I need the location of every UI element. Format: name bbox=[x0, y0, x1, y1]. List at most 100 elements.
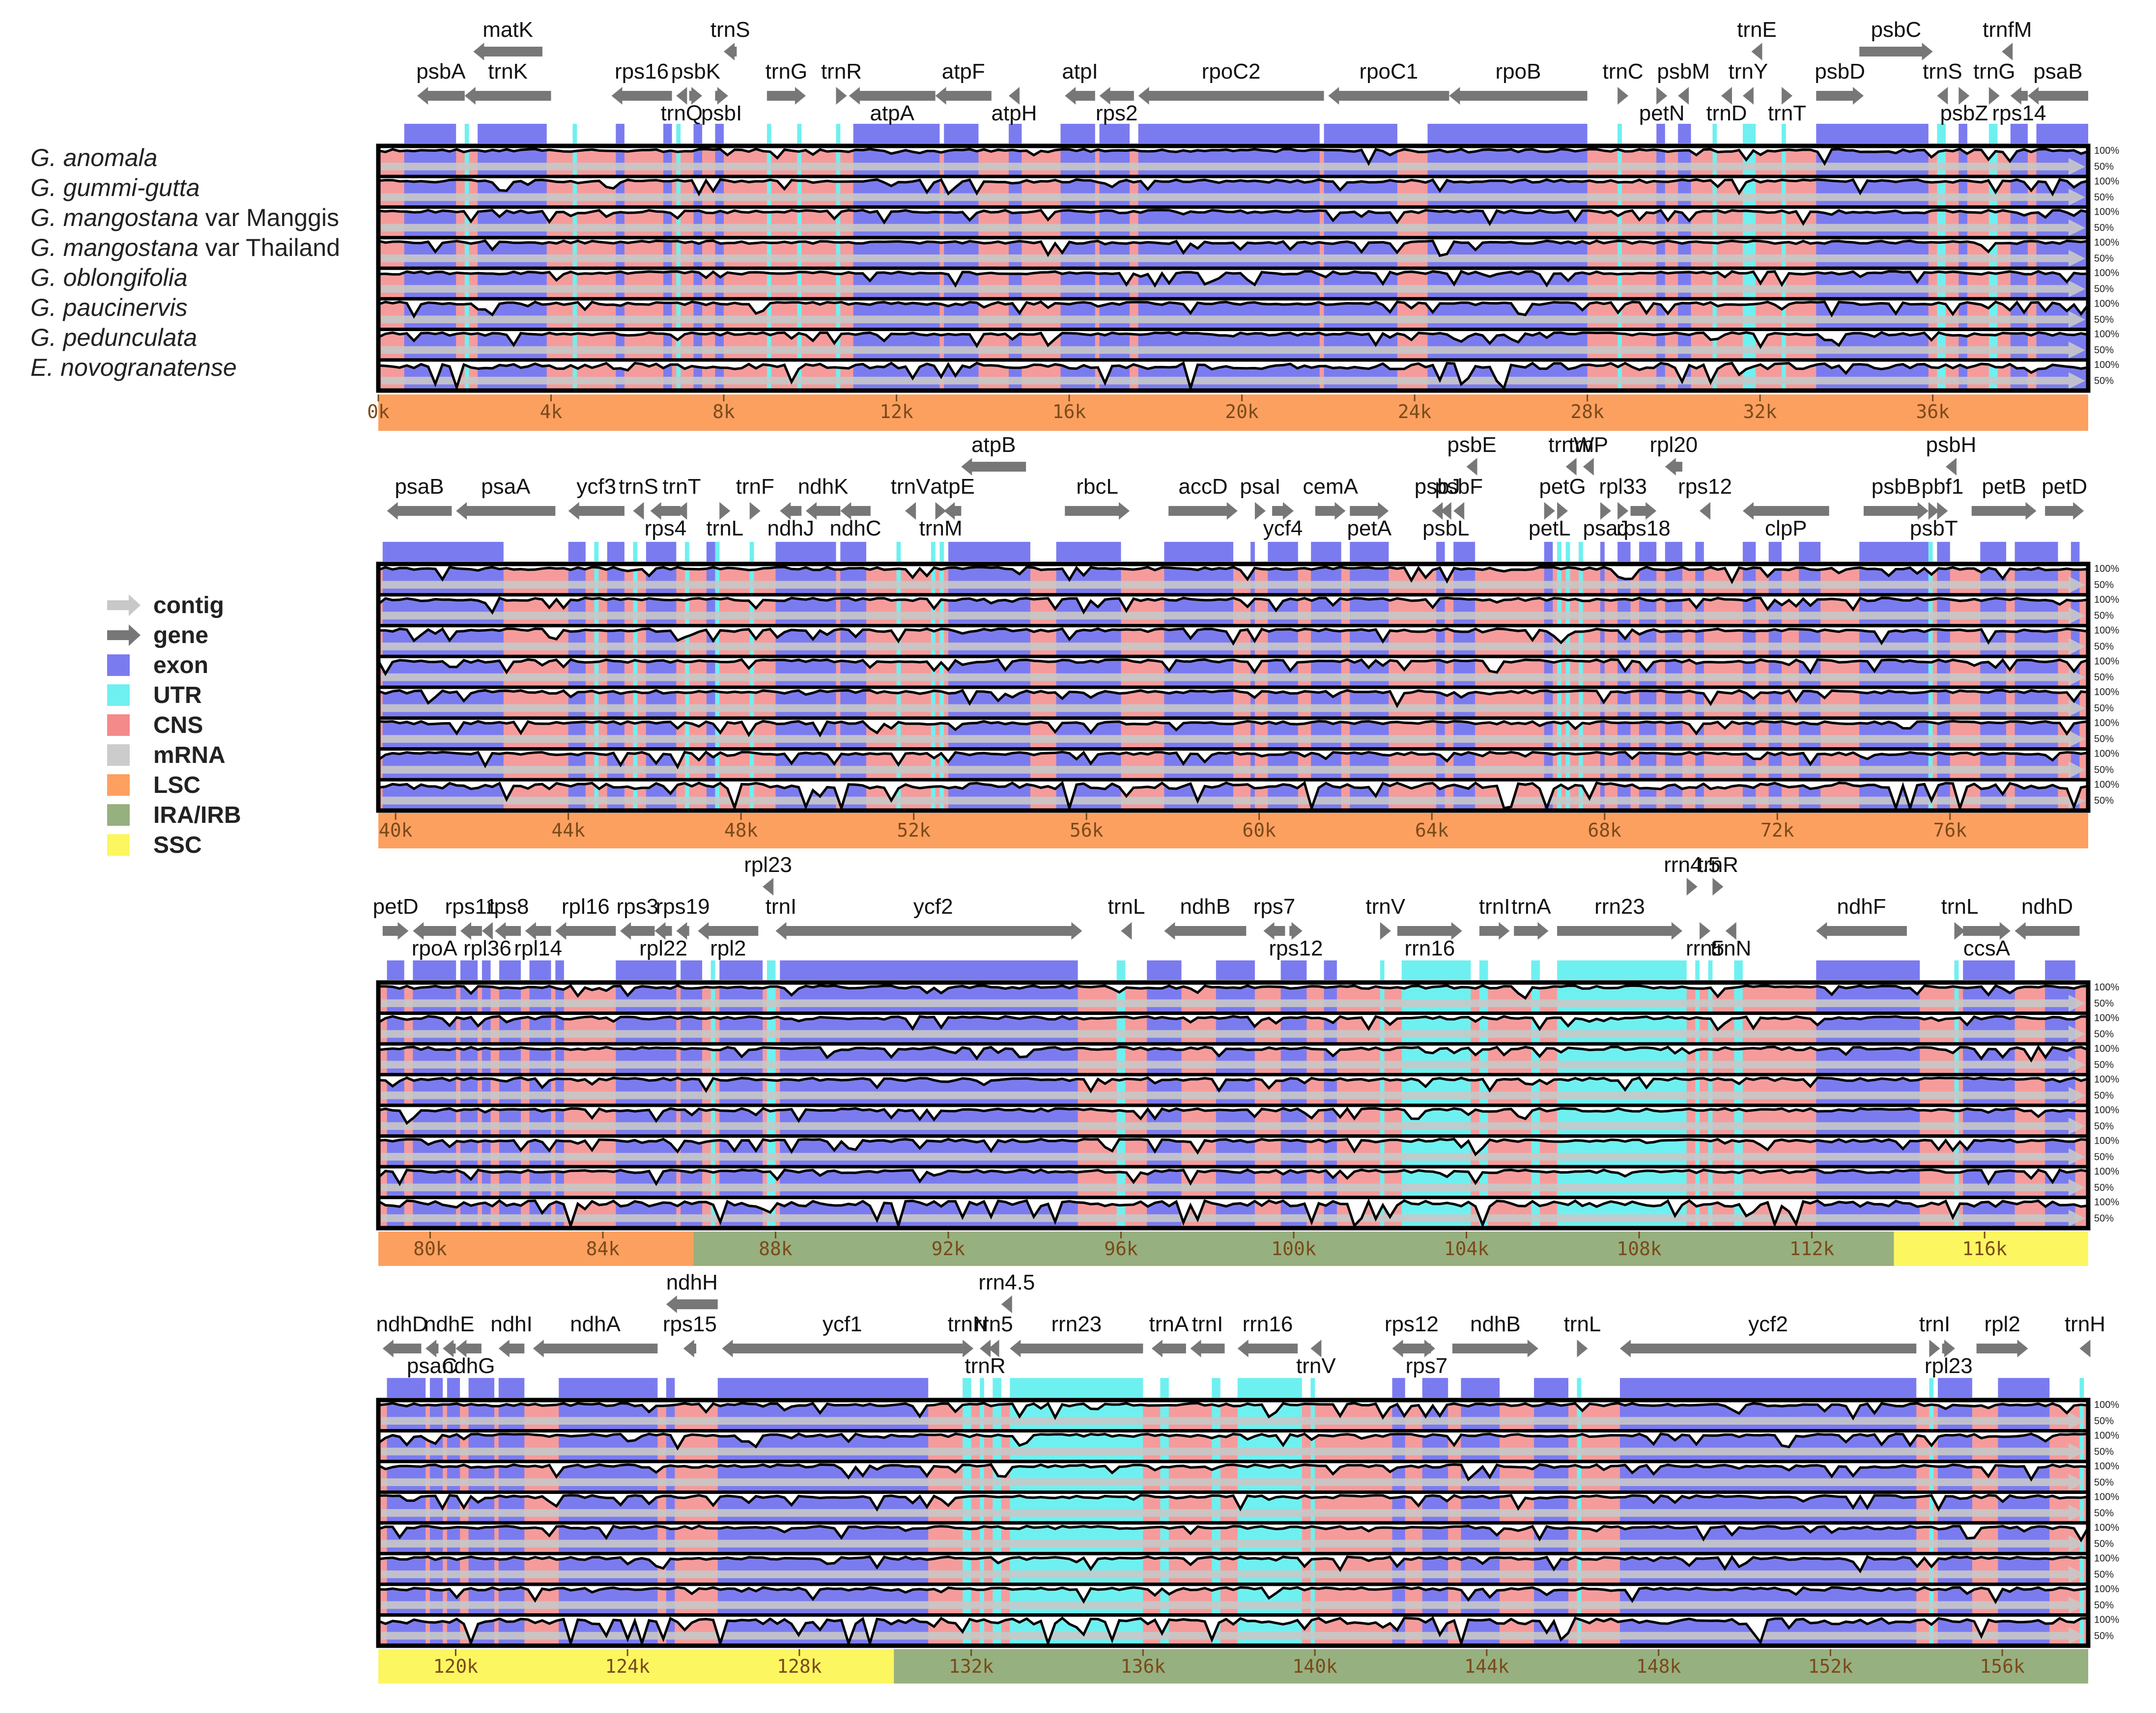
gene-arrow bbox=[666, 1295, 718, 1313]
contig-arrow bbox=[381, 730, 2085, 748]
gene-arrow bbox=[443, 1340, 456, 1357]
identity-curve bbox=[378, 627, 2089, 646]
gene-arrow bbox=[1190, 1340, 1225, 1357]
axis-tick-label: 128k bbox=[777, 1656, 822, 1677]
species-label: E. novogranatense bbox=[30, 354, 237, 381]
gene-arrow bbox=[525, 922, 551, 940]
gene-label: psbB bbox=[1872, 475, 1921, 499]
identity-tick-label: 50% bbox=[2094, 611, 2114, 621]
gene-label: rrn4.5 bbox=[1664, 853, 1720, 877]
gene-arrow bbox=[2079, 1340, 2091, 1357]
exon-annotation bbox=[719, 960, 763, 980]
identity-curve bbox=[378, 565, 2089, 585]
gene-label: rbcL bbox=[1076, 475, 1118, 499]
exon-annotation bbox=[1324, 960, 1337, 980]
gene-arrow bbox=[1617, 87, 1629, 105]
utr-annotation bbox=[1212, 1378, 1220, 1398]
gene-arrow bbox=[840, 502, 871, 520]
identity-tick-label: 100% bbox=[2094, 1461, 2119, 1472]
exon-annotation bbox=[1216, 960, 1255, 980]
gene-label: trnT bbox=[1768, 101, 1806, 125]
axis-tick-label: 136k bbox=[1121, 1656, 1166, 1677]
gene-arrow bbox=[1263, 922, 1285, 940]
gene-arrow bbox=[1929, 1340, 1940, 1357]
contig-arrow bbox=[381, 1474, 2085, 1491]
utr-annotation bbox=[749, 542, 754, 562]
gene-label: psbM bbox=[1657, 59, 1710, 84]
gene-label: trnN bbox=[1710, 936, 1751, 960]
gene-label: trnV bbox=[891, 475, 931, 499]
gene-arrow bbox=[1937, 87, 1948, 105]
irb-legend-label: IRA/IRB bbox=[153, 802, 241, 828]
identity-tick-label: 50% bbox=[2094, 1600, 2114, 1611]
species-label: G. oblongifolia bbox=[30, 264, 188, 291]
species-label: G. gummi-gutta bbox=[30, 174, 200, 201]
gene-label: rpl20 bbox=[1649, 433, 1698, 457]
gene-arrow bbox=[905, 502, 916, 520]
exon-annotation bbox=[944, 124, 979, 143]
gene-arrow bbox=[2002, 43, 2013, 60]
exon-annotation bbox=[1280, 960, 1307, 980]
utr-annotation bbox=[594, 542, 599, 562]
exon-annotation bbox=[948, 542, 1030, 562]
exon-annotation bbox=[717, 1378, 929, 1398]
identity-curve bbox=[377, 596, 2089, 615]
gene-label: trnY bbox=[1729, 59, 1768, 84]
identity-tick-label: 50% bbox=[2094, 1569, 2114, 1580]
utr-annotation bbox=[1531, 960, 1540, 980]
unconserved-fill bbox=[378, 687, 2088, 706]
gene-label: psaI bbox=[1240, 475, 1280, 499]
contig-arrow bbox=[381, 1627, 2085, 1644]
axis-tick-label: 8k bbox=[712, 401, 735, 422]
gene-arrow bbox=[1479, 922, 1510, 940]
identity-curve bbox=[378, 720, 2089, 738]
gene-arrow bbox=[1310, 1340, 1322, 1357]
gene-legend-label: gene bbox=[153, 622, 208, 648]
gene-label: psaC bbox=[407, 1354, 457, 1378]
axis-tick-label: 120k bbox=[433, 1656, 479, 1677]
exon-annotation bbox=[1937, 1378, 1972, 1398]
exon-annotation bbox=[1816, 960, 1920, 980]
identity-tick-label: 100% bbox=[2094, 1013, 2119, 1024]
exon-annotation bbox=[404, 124, 456, 143]
gene-arrow bbox=[849, 87, 936, 105]
gene-label: trnT bbox=[662, 475, 701, 499]
gene-label: rpl23 bbox=[1925, 1354, 1973, 1378]
gene-arrow bbox=[722, 1340, 963, 1357]
gene-arrow bbox=[1328, 87, 1449, 105]
gene-label: psaB bbox=[2033, 59, 2082, 84]
gene-arrow bbox=[1380, 922, 1391, 940]
gene-label: trnR bbox=[1698, 853, 1738, 877]
region-bar: 80k 84k 88k 92k 96k 100k 104k 108k 112k 116k bbox=[378, 1232, 2088, 1266]
identity-tick-label: 50% bbox=[2094, 1029, 2114, 1039]
gene-label: trnK bbox=[488, 59, 528, 84]
gene-label: psaA bbox=[481, 475, 531, 499]
exon-annotation bbox=[1980, 542, 2007, 562]
contig-arrow bbox=[381, 669, 2085, 686]
contig-arrow bbox=[381, 280, 2085, 298]
identity-curve bbox=[378, 1402, 2089, 1421]
gene-arrow bbox=[724, 43, 737, 60]
gene-arrow bbox=[1397, 922, 1462, 940]
exon-annotation bbox=[1268, 542, 1298, 562]
unconserved-fill bbox=[378, 718, 2088, 735]
utr-annotation bbox=[1116, 960, 1126, 980]
exon-annotation bbox=[2036, 124, 2088, 143]
gene-label: rps4 bbox=[645, 516, 687, 540]
gene-arrow bbox=[1453, 502, 1465, 520]
gene-label: psbC bbox=[1871, 18, 1922, 42]
contig-arrow bbox=[381, 1535, 2085, 1552]
gene-arrow bbox=[1816, 87, 1864, 105]
contig-arrow bbox=[381, 1412, 2085, 1430]
exon-annotation bbox=[482, 960, 491, 980]
gene-label: psbI bbox=[701, 101, 742, 125]
axis-tick-label: 108k bbox=[1617, 1238, 1662, 1260]
gene-label: atpE bbox=[931, 475, 975, 499]
gene-arrow bbox=[676, 922, 689, 940]
identity-tick-label: 50% bbox=[2094, 580, 2114, 590]
legend: contig gene exon UTR CNS mRNA LSC IRA/IRB SSC bbox=[107, 592, 241, 858]
gene-arrow bbox=[1751, 43, 1762, 60]
axis-tick-label: 32k bbox=[1743, 401, 1777, 422]
identity-curve bbox=[377, 331, 2089, 349]
